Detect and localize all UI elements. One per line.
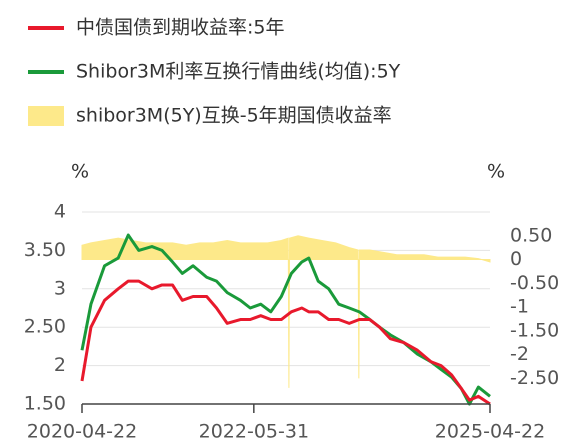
- y2-axis-label: %: [487, 161, 505, 183]
- series-line: [80, 233, 491, 406]
- y2-tick-label: -1: [510, 296, 529, 318]
- legend-label: Shibor3M利率互换行情曲线(均值):5Y: [76, 61, 401, 83]
- x-tick-label: 2022-05-31: [199, 421, 309, 443]
- legend-label: 中债国债到期收益率:5年: [76, 17, 285, 39]
- y2-tick-label: 0: [510, 248, 522, 270]
- series-line: [80, 279, 491, 406]
- y-tick-label: 2.50: [24, 316, 66, 338]
- legend-label: shibor3M(5Y)互换-5年期国债收益率: [76, 105, 392, 127]
- y-axis-label: %: [71, 161, 89, 183]
- y2-tick-label: -0.50: [510, 272, 559, 294]
- spread-area: [81, 235, 491, 388]
- x-tick-label: 2025-04-22: [435, 421, 545, 443]
- y-tick-label: 2: [54, 354, 66, 376]
- y-tick-label: 3: [54, 277, 66, 299]
- y2-tick-label: -2: [510, 343, 529, 365]
- legend-swatch: [28, 106, 64, 126]
- y2-tick-label: -2.50: [510, 367, 559, 389]
- y-tick-label: 4: [54, 201, 66, 223]
- y2-tick-label: -1.50: [510, 319, 559, 341]
- y2-tick-label: 0.50: [510, 224, 552, 246]
- y-tick-label: 1.50: [24, 393, 66, 415]
- x-tick-label: 2020-04-22: [27, 421, 137, 443]
- y-tick-label: 3.50: [24, 239, 66, 261]
